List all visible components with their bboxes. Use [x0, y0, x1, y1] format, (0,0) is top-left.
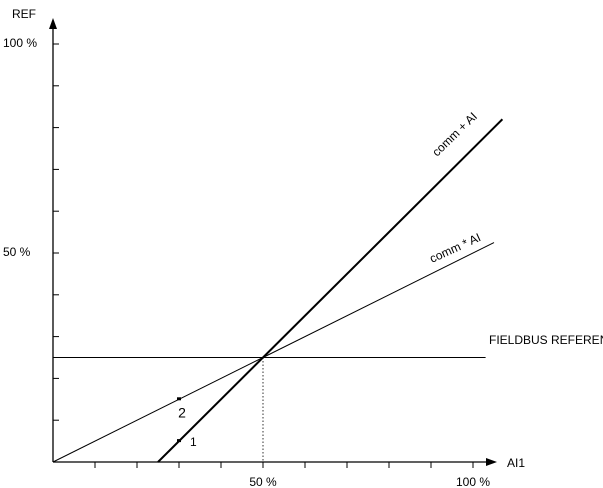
- x-tick-label: 100 %: [456, 475, 490, 488]
- y-tick-label: 50 %: [3, 245, 31, 259]
- series-label-2: comm + AI: [429, 109, 480, 159]
- point-annotations: 12: [177, 397, 197, 449]
- annotation-label-2: 2: [178, 404, 186, 420]
- series-label-0: FIELDBUS REFERENCE: [489, 333, 603, 347]
- x-axis-label: AI1: [507, 456, 525, 470]
- y-tick-label: 100 %: [3, 36, 37, 50]
- x-tick-label: 50 %: [249, 475, 277, 488]
- axis-tick-labels: 50 % 100 % 50 % 100 %: [3, 36, 490, 488]
- series-labels: FIELDBUS REFERENCE comm * AI comm + AI: [427, 109, 603, 347]
- series-line-2: [157, 118, 504, 463]
- y-axis: REF: [12, 7, 57, 462]
- series-lines: [52, 118, 504, 463]
- annotation-marker-2: [177, 397, 181, 401]
- x-axis-arrow: [486, 458, 497, 466]
- annotation-marker-1: [177, 439, 181, 443]
- y-axis-label: REF: [12, 7, 36, 21]
- y-axis-arrow: [49, 18, 57, 29]
- series-label-1: comm * AI: [427, 230, 483, 265]
- axis-ticks: [53, 43, 474, 468]
- x-axis: AI1: [53, 456, 525, 470]
- annotation-label-1: 1: [190, 435, 197, 449]
- series-line-1: [52, 242, 495, 463]
